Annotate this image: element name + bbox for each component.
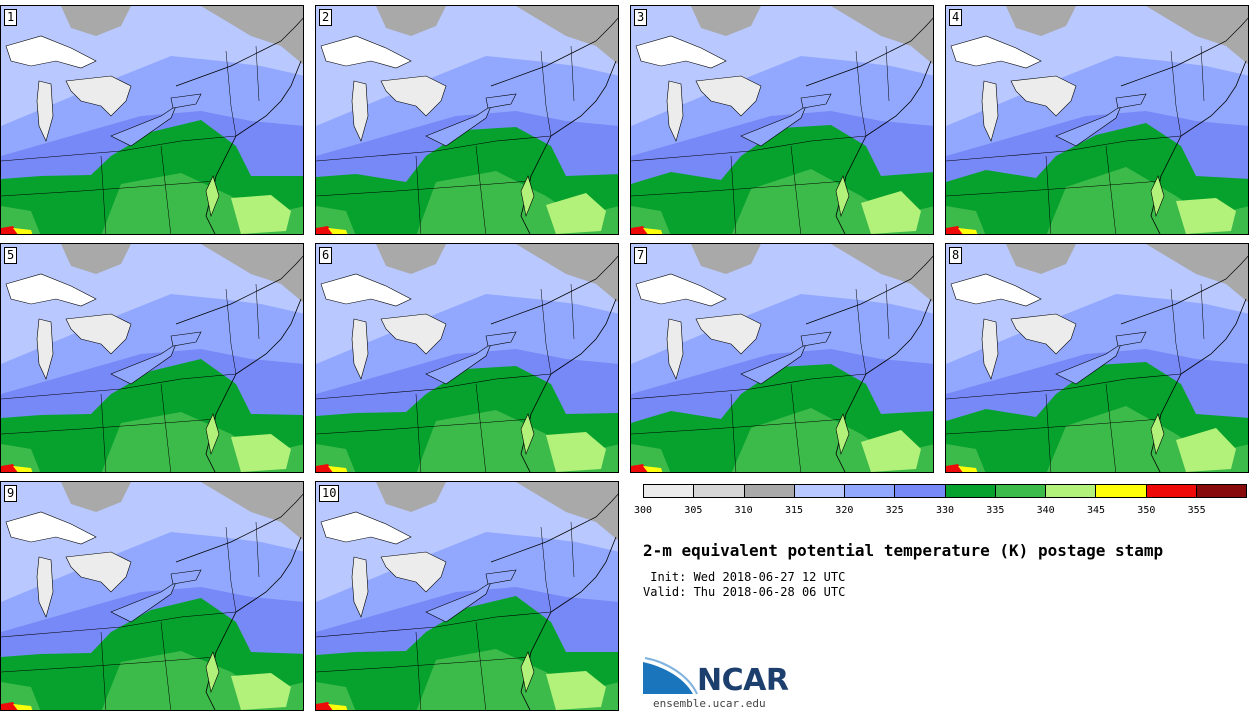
theta-e-map	[1, 6, 303, 234]
member-panel-10: 10	[315, 481, 619, 711]
member-label: 6	[319, 247, 333, 264]
theta-e-map	[316, 244, 618, 472]
member-label: 2	[319, 9, 333, 26]
colorbar-ticks: 300 305 310 315 320 325 330 335 340 345 350 355	[634, 505, 1247, 519]
member-panel-2: 2	[315, 5, 619, 235]
colorbar-tick-label: 325	[885, 505, 904, 516]
member-panel-8: 8	[945, 243, 1249, 473]
colorbar-tick-label: 335	[986, 505, 1005, 516]
ncar-logo-icon	[643, 657, 698, 695]
colorbar-segment	[945, 485, 996, 497]
theta-e-map	[1, 482, 303, 710]
colorbar-segment	[744, 485, 795, 497]
colorbar-segment	[845, 485, 896, 497]
colorbar-tick-label: 330	[935, 505, 955, 516]
member-label: 3	[634, 9, 648, 26]
colorbar-tick-label: 340	[1036, 505, 1055, 516]
colorbar-tick-label: 300	[633, 505, 653, 516]
colorbar-segment	[895, 485, 946, 497]
colorbar-segment	[995, 485, 1046, 497]
site-url: ensemble.ucar.edu	[653, 697, 766, 710]
member-label: 7	[634, 247, 648, 264]
ncar-logo-text: NCAR	[697, 663, 789, 698]
colorbar-tick-label: 355	[1187, 505, 1206, 516]
colorbar-tick-label: 305	[684, 505, 703, 516]
colorbar-segment	[1096, 485, 1147, 497]
colorbar-segment	[794, 485, 845, 497]
theta-e-map	[946, 6, 1248, 234]
colorbar-segment	[1046, 485, 1097, 497]
colorbar-tick-label: 350	[1137, 505, 1156, 516]
colorbar-segment	[644, 485, 695, 497]
figure-title: 2-m equivalent potential temperature (K)…	[643, 541, 1164, 560]
colorbar-tick-label: 345	[1086, 505, 1106, 516]
member-panel-7: 7	[630, 243, 934, 473]
member-panel-3: 3	[630, 5, 934, 235]
theta-e-map	[946, 244, 1248, 472]
theta-e-map	[631, 244, 933, 472]
theta-e-map	[1, 244, 303, 472]
colorbar-segment	[1196, 485, 1246, 497]
member-panel-5: 5	[0, 243, 304, 473]
member-label: 9	[4, 485, 18, 502]
member-label: 8	[949, 247, 963, 264]
member-panel-4: 4	[945, 5, 1249, 235]
theta-e-map	[316, 482, 618, 710]
init-time: Init: Wed 2018-06-27 12 UTC	[643, 570, 846, 584]
member-label: 10	[319, 485, 340, 502]
colorbar-segment	[1146, 485, 1197, 497]
member-panel-6: 6	[315, 243, 619, 473]
theta-e-map	[631, 6, 933, 234]
colorbar-segment	[694, 485, 745, 497]
member-panel-1: 1	[0, 5, 304, 235]
colorbar	[643, 484, 1247, 498]
valid-time: Valid: Thu 2018-06-28 06 UTC	[643, 585, 846, 599]
member-label: 4	[949, 9, 963, 26]
colorbar-tick-label: 310	[734, 505, 753, 516]
colorbar-tick-label: 315	[784, 505, 804, 516]
colorbar-tick-label: 320	[835, 505, 854, 516]
member-panel-9: 9	[0, 481, 304, 711]
member-label: 1	[4, 9, 18, 26]
member-label: 5	[4, 247, 18, 264]
theta-e-map	[316, 6, 618, 234]
